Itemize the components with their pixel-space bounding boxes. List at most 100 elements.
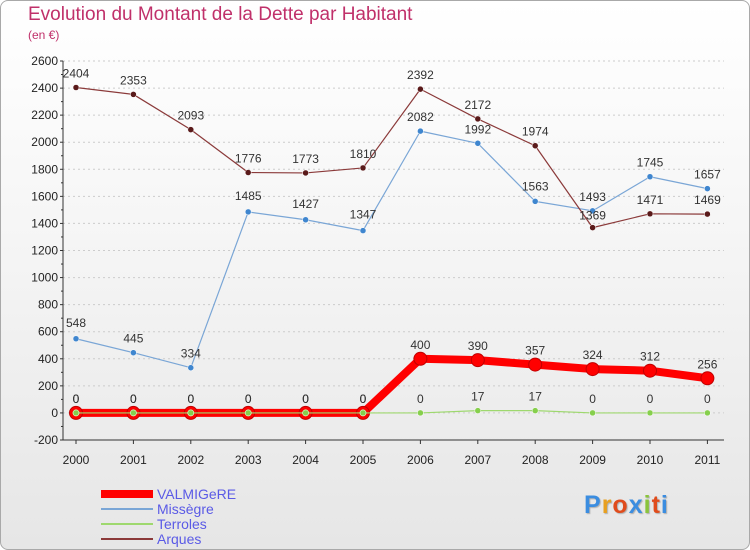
y-tick-label: 1600 [31, 189, 58, 203]
data-label: 1745 [637, 156, 664, 170]
x-tick-label: 2003 [235, 453, 262, 467]
data-label: 1347 [350, 208, 377, 222]
data-label: 0 [73, 392, 80, 406]
data-point [187, 126, 195, 133]
data-point [187, 364, 195, 371]
x-tick-label: 2005 [350, 453, 377, 467]
data-point [244, 409, 252, 417]
data-label: 0 [360, 392, 367, 406]
data-point [700, 371, 715, 386]
y-tick-label: 2400 [31, 81, 58, 95]
series-line-1 [75, 130, 708, 369]
legend-label: Arques [157, 531, 202, 547]
legend-item: VALMIGeRE [101, 486, 236, 502]
data-label: 2082 [407, 110, 434, 124]
data-point [531, 142, 539, 149]
data-label: 445 [123, 332, 143, 346]
data-label: 390 [468, 339, 488, 353]
data-point [589, 409, 596, 417]
x-tick-label: 2006 [407, 453, 434, 467]
x-tick-label: 2000 [63, 453, 90, 467]
y-tick-label: 200 [38, 379, 58, 393]
y-tick-label: 2600 [31, 54, 58, 68]
data-label: 0 [704, 392, 711, 406]
data-label: 324 [583, 348, 603, 362]
legend-swatch [101, 490, 153, 498]
x-tick-label: 2001 [120, 453, 147, 467]
y-tick-label: 400 [38, 352, 58, 366]
data-label: 0 [187, 392, 194, 406]
data-label: 0 [130, 392, 137, 406]
y-tick-label: 800 [38, 298, 58, 312]
data-label: 0 [302, 392, 309, 406]
series-line-0 [76, 354, 708, 417]
data-label: 312 [640, 350, 660, 364]
data-label: 1427 [292, 197, 319, 211]
data-label: 1974 [522, 125, 549, 139]
data-point [646, 409, 654, 417]
data-point [417, 409, 424, 417]
data-point [244, 169, 252, 176]
data-label: 2404 [63, 67, 90, 81]
y-tick-label: 0 [51, 406, 58, 420]
x-tick-label: 2007 [464, 453, 491, 467]
y-tick-label: 1200 [31, 244, 58, 258]
data-point [704, 409, 711, 417]
data-label: 2093 [177, 109, 204, 123]
y-tick-label: 1400 [31, 216, 58, 230]
legend-label: Missègre [157, 501, 214, 517]
data-label: 0 [130, 392, 137, 406]
legend-swatch [101, 523, 153, 525]
data-point [359, 227, 367, 234]
data-label: 1369 [579, 209, 606, 223]
data-label: 0 [187, 392, 194, 406]
data-point [130, 409, 137, 417]
data-label: 1493 [579, 190, 606, 204]
data-label: 1992 [464, 122, 491, 136]
data-label: 0 [647, 392, 654, 406]
data-point [704, 185, 711, 192]
legend-label: Terroles [157, 516, 207, 532]
data-label: 2353 [120, 73, 147, 87]
data-label: 0 [589, 392, 596, 406]
y-tick-label: 1000 [31, 271, 58, 285]
data-point [359, 409, 367, 417]
legend-item: Missègre [101, 501, 214, 517]
legend-swatch [101, 508, 153, 510]
y-tick-label: 2200 [31, 108, 58, 122]
data-label: 1563 [522, 179, 549, 193]
data-point [646, 210, 654, 218]
data-point [474, 407, 482, 414]
x-tick-label: 2010 [637, 453, 664, 467]
data-label: 400 [410, 338, 430, 352]
data-point [417, 85, 424, 93]
y-tick-label: 2000 [31, 135, 58, 149]
data-label: 0 [417, 392, 424, 406]
data-point [531, 198, 539, 205]
data-point [72, 409, 80, 417]
data-label: 1471 [637, 193, 664, 207]
data-point [302, 216, 309, 224]
data-point [643, 363, 657, 378]
data-point [413, 351, 428, 366]
data-point [130, 349, 137, 356]
data-point [470, 353, 485, 368]
x-tick-label: 2008 [522, 453, 549, 467]
data-label: 1773 [292, 152, 319, 166]
proxiti-logo: Proxiti [584, 491, 669, 519]
data-point [302, 409, 309, 417]
data-point [646, 173, 654, 180]
data-point [244, 208, 252, 216]
data-label: 1469 [694, 193, 721, 207]
data-point [417, 127, 424, 135]
data-point [474, 140, 482, 147]
chart-title: Evolution du Montant de la Dette par Hab… [28, 4, 413, 25]
data-point [474, 115, 482, 123]
data-label: 17 [529, 390, 543, 404]
data-label: 1776 [235, 152, 262, 166]
legend-item: Arques [101, 531, 202, 547]
data-label: 334 [181, 347, 201, 361]
data-point [359, 164, 367, 172]
